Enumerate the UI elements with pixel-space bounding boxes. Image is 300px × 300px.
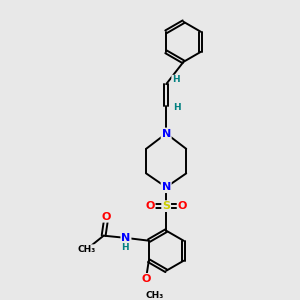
Text: CH₃: CH₃ [77, 245, 95, 254]
Text: H: H [173, 103, 181, 112]
Text: N: N [161, 128, 171, 139]
Text: S: S [162, 201, 170, 211]
Text: O: O [141, 274, 151, 284]
Text: O: O [102, 212, 111, 222]
Text: H: H [172, 76, 180, 85]
Text: CH₃: CH₃ [145, 290, 164, 299]
Text: O: O [145, 201, 155, 211]
Text: N: N [161, 182, 171, 192]
Text: N: N [121, 233, 130, 243]
Text: H: H [122, 243, 129, 252]
Text: O: O [178, 201, 187, 211]
